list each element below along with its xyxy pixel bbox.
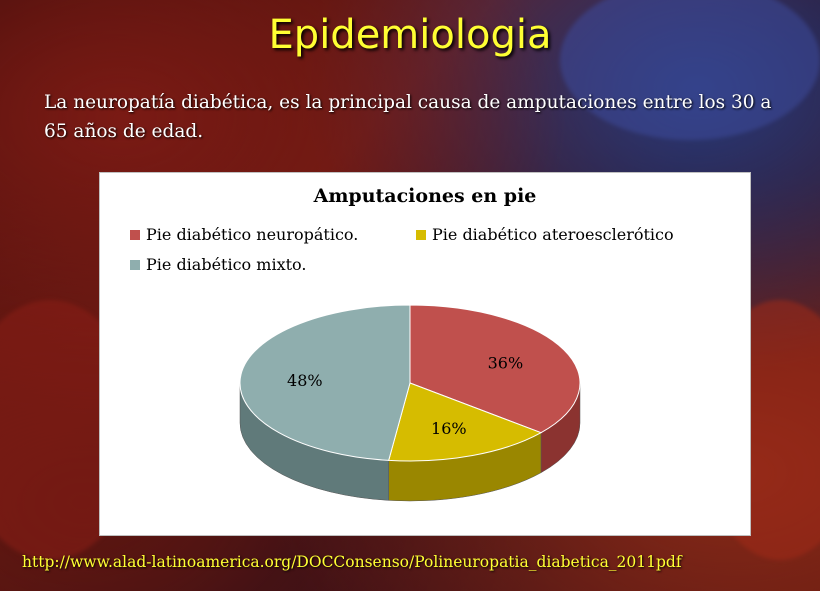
legend-item-ateroesclerotico: Pie diabético ateroesclerótico: [416, 225, 674, 244]
legend-swatch: [130, 260, 140, 270]
background-blob: [560, 0, 820, 140]
pie-data-label: 48%: [287, 371, 323, 390]
pie-data-label: 16%: [431, 419, 467, 438]
chart-panel: Amputaciones en pie Pie diabético neurop…: [99, 172, 751, 536]
pie-chart: 36% 16% 48%: [239, 304, 581, 502]
chart-title: Amputaciones en pie: [313, 185, 537, 207]
legend-item-neuropatico: Pie diabético neuropático.: [130, 225, 358, 244]
legend-label: Pie diabético mixto.: [146, 255, 307, 274]
slide-intro-text: La neuropatía diabética, es la principal…: [44, 92, 772, 142]
legend-swatch: [130, 230, 140, 240]
slide-title: Epidemiologia: [268, 12, 552, 58]
pie-slice: [409, 304, 581, 434]
pie-slice: [388, 382, 543, 462]
pie-slice: [239, 304, 411, 461]
legend-label: Pie diabético neuropático.: [146, 225, 359, 244]
pie-data-label: 36%: [488, 353, 524, 372]
legend-label: Pie diabético ateroesclerótico: [432, 225, 674, 244]
source-url: http://www.alad-latinoamerica.org/DOCCon…: [22, 553, 682, 571]
legend-item-mixto: Pie diabético mixto.: [130, 255, 306, 274]
legend-swatch: [416, 230, 426, 240]
